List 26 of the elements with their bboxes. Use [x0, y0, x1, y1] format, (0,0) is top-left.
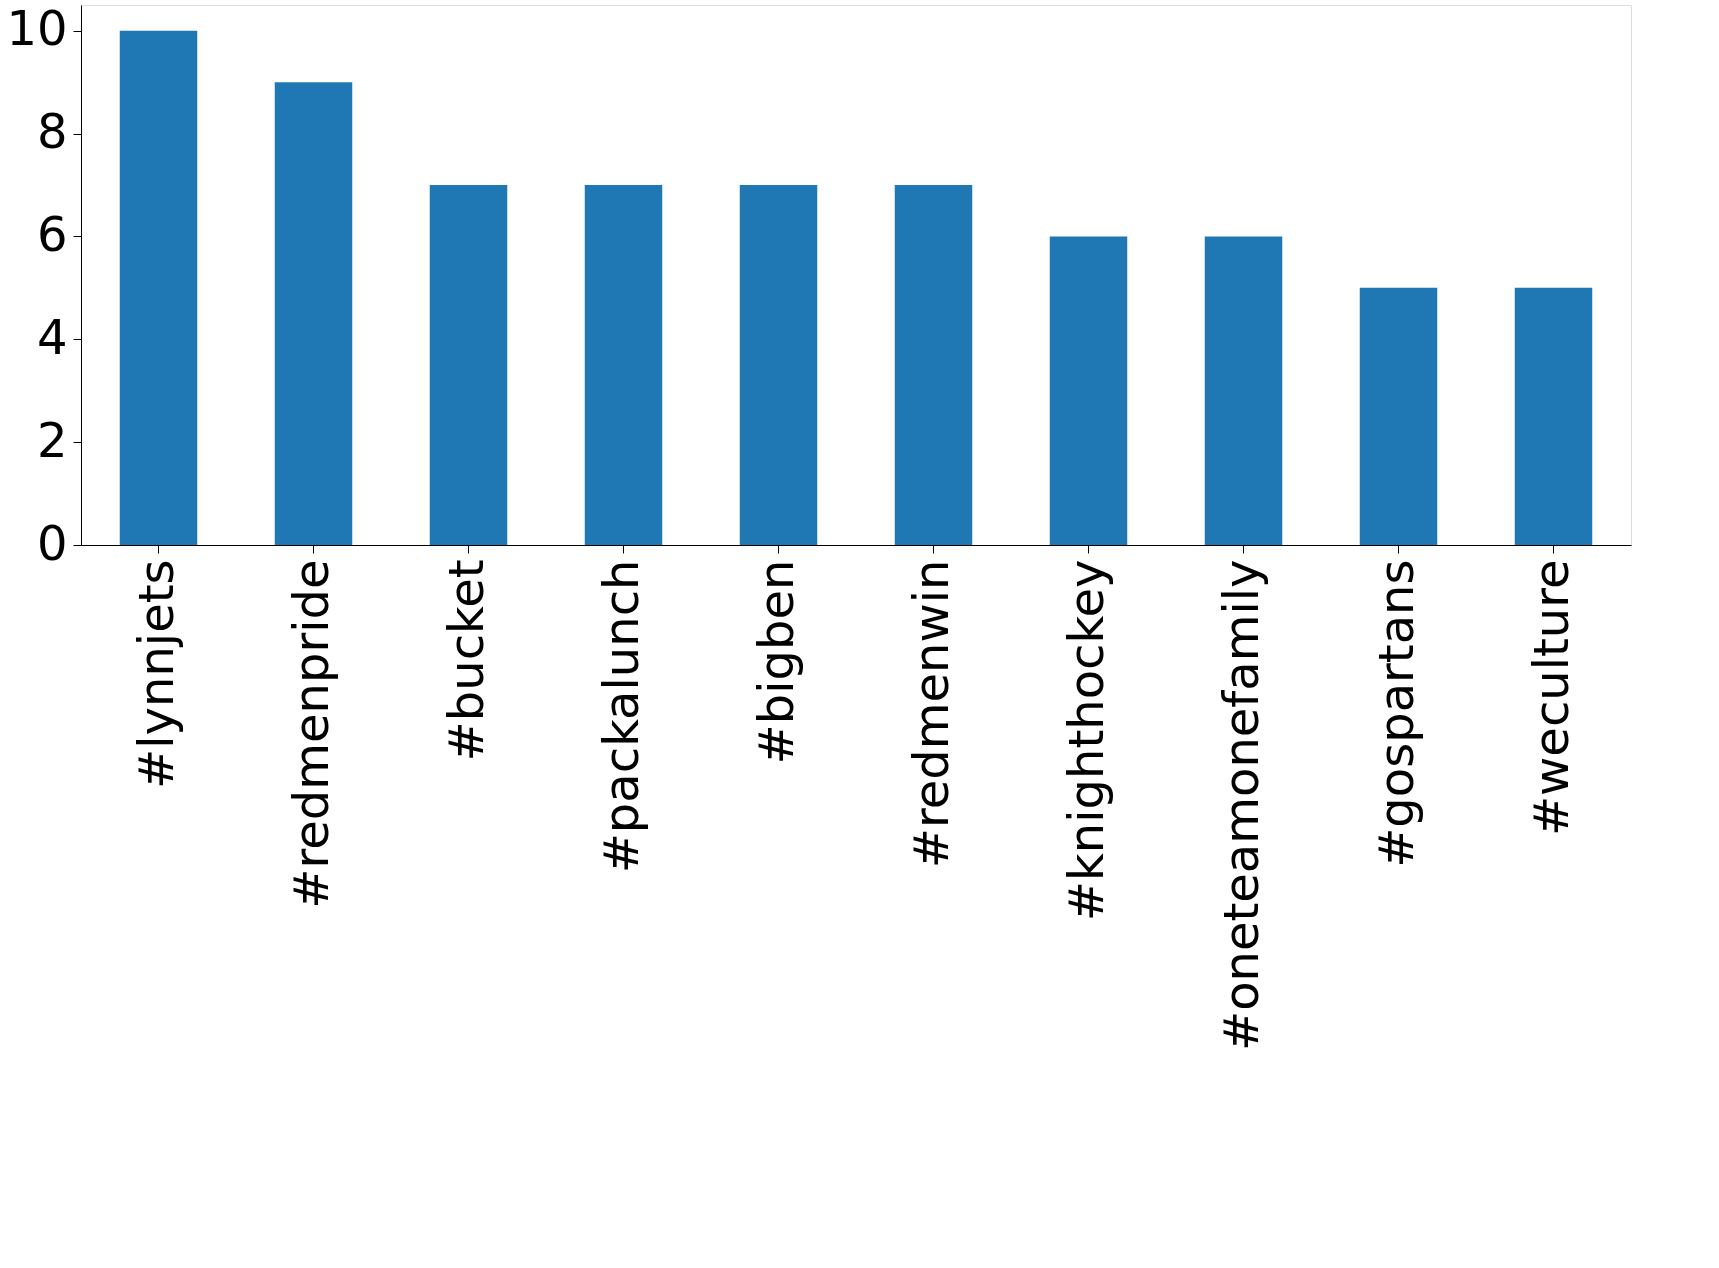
x-tick-label: #packalunch	[592, 559, 649, 874]
y-tick-label: 10	[6, 0, 68, 57]
x-tick-label: #bucket	[437, 559, 494, 762]
x-tick-label: #bigben	[747, 559, 804, 765]
x-tick-label: #redmenpride	[282, 559, 339, 909]
bar	[739, 185, 818, 545]
y-tick-label: 0	[36, 514, 68, 571]
bar	[584, 185, 663, 545]
bar	[1359, 287, 1438, 545]
y-tick-label: 4	[36, 308, 68, 365]
bar	[429, 185, 508, 545]
bar	[1514, 287, 1593, 545]
x-tick-label: #redmenwin	[902, 559, 959, 869]
x-tick-label: #oneteamonefamily	[1212, 559, 1269, 1052]
x-tick-label: #lynnjets	[127, 559, 184, 789]
bar	[1204, 236, 1283, 545]
x-tick-label: #weculture	[1522, 559, 1579, 837]
x-tick-label: #knighthockey	[1057, 559, 1114, 922]
bar	[894, 185, 973, 545]
y-tick-label: 6	[36, 205, 68, 262]
y-tick-label: 8	[36, 103, 68, 160]
x-tick-label: #gospartans	[1367, 559, 1424, 868]
bar	[119, 30, 198, 545]
y-tick-label: 2	[36, 411, 68, 468]
bar	[274, 82, 353, 545]
bar	[1049, 236, 1128, 545]
